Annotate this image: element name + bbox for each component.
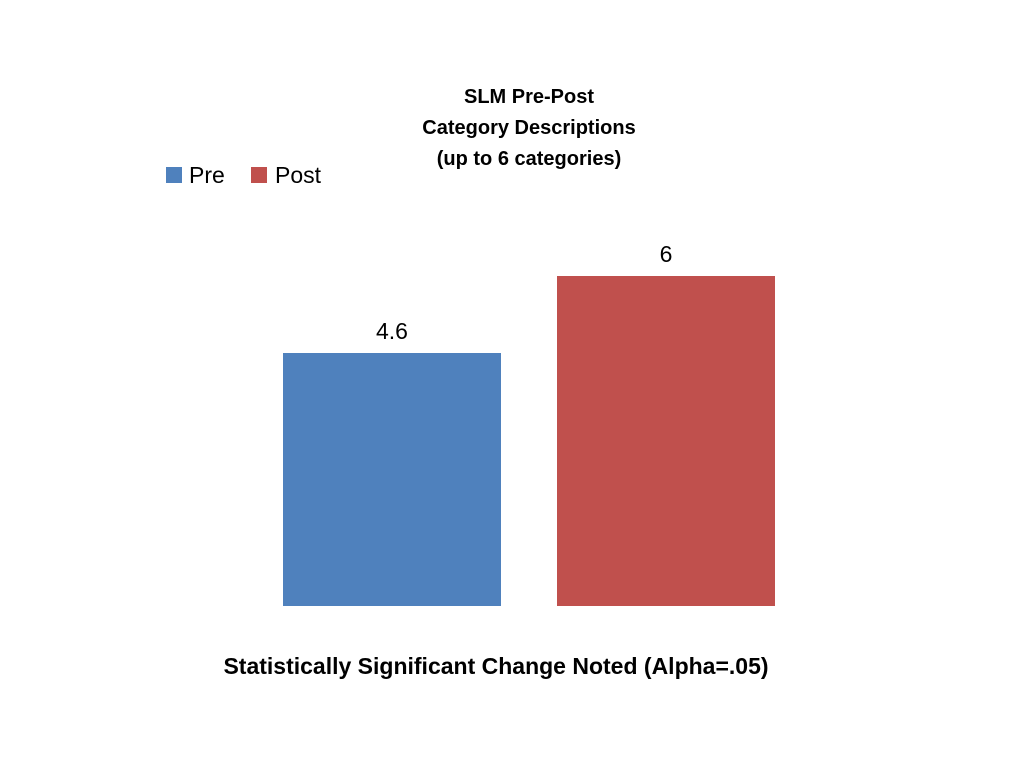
legend: Pre Post — [166, 162, 322, 188]
plot-area: 4.66 — [283, 241, 775, 606]
chart-title-line-2: Category Descriptions — [422, 117, 635, 139]
legend-swatch-post — [251, 167, 267, 183]
data-label-pre: 4.6 — [376, 318, 408, 344]
chart-title-line-3: (up to 6 categories) — [437, 148, 621, 170]
legend-label-post: Post — [275, 162, 322, 188]
legend-label-pre: Pre — [189, 162, 225, 188]
x-axis-label: Statistically Significant Change Noted (… — [223, 653, 768, 679]
bar-post — [557, 276, 775, 606]
legend-swatch-pre — [166, 167, 182, 183]
chart-title: SLM Pre-Post Category Descriptions (up t… — [422, 86, 635, 170]
data-label-post: 6 — [660, 241, 673, 267]
chart-title-line-1: SLM Pre-Post — [464, 86, 594, 108]
bar-pre — [283, 353, 501, 606]
